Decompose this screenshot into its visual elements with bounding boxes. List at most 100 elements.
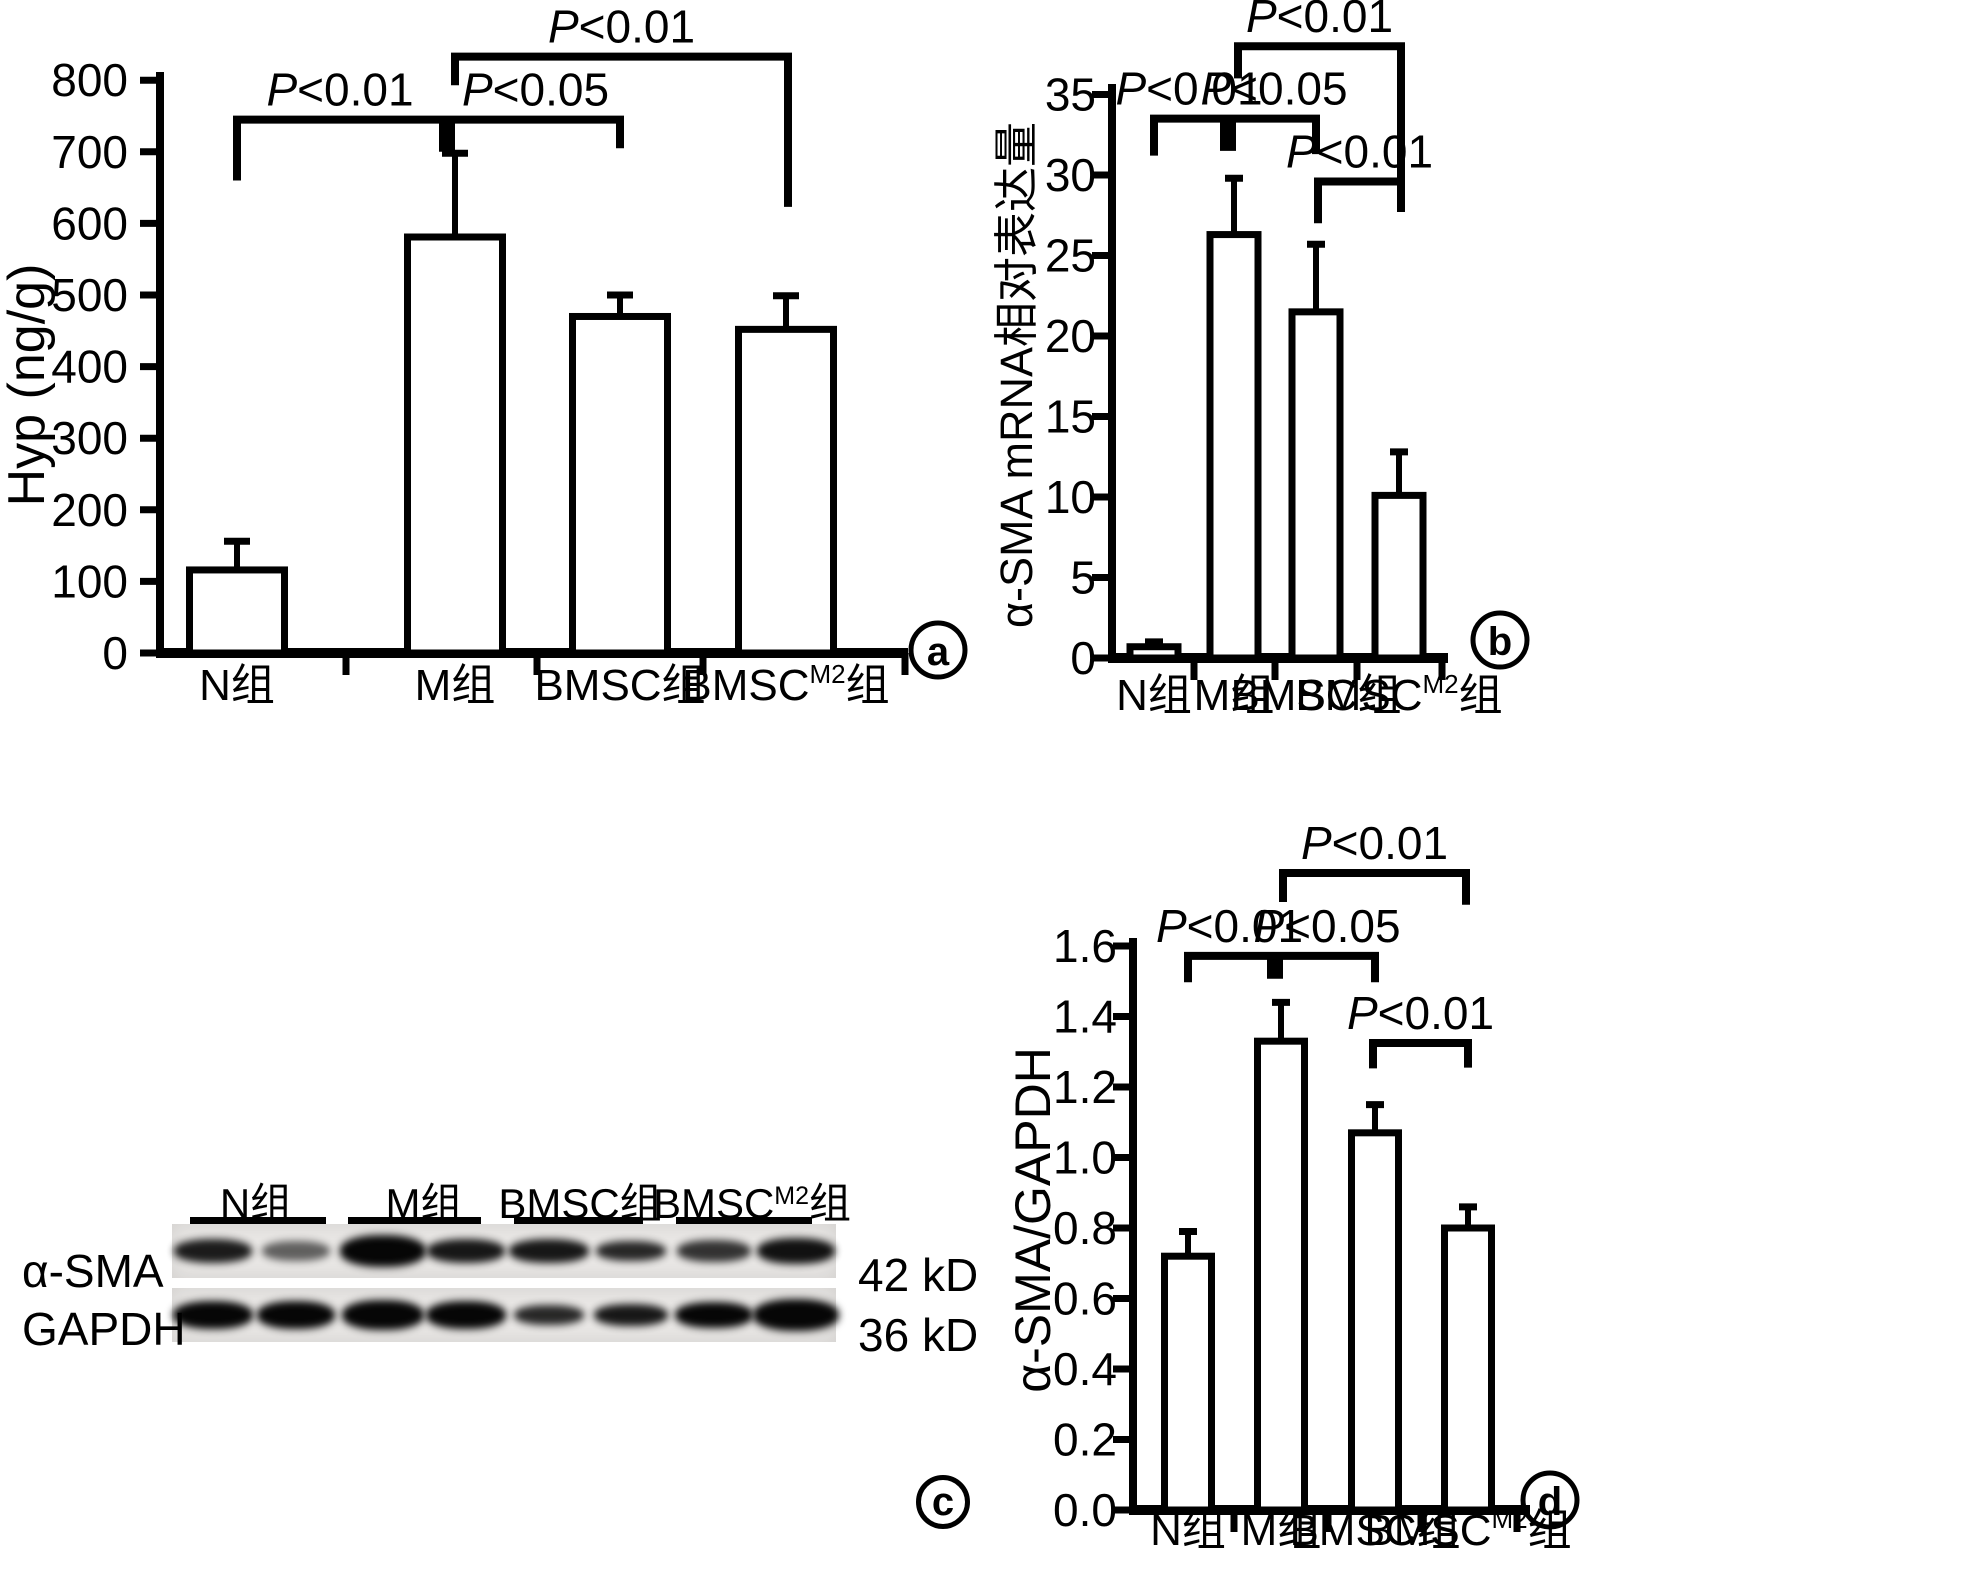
bar-0	[186, 566, 288, 657]
sig-bracket-1	[1275, 951, 1379, 983]
x-category-label-3: BMSCM2组	[682, 659, 889, 710]
sig-label-2: P<0.01	[548, 1, 695, 53]
x-category-label-2: BMSC组	[1289, 1506, 1460, 1555]
sig-bracket-2	[1234, 42, 1405, 213]
blot-band-row0-lane3	[427, 1239, 505, 1263]
sig-label-3: P<0.01	[1347, 987, 1494, 1039]
blot-band-row0-lane2	[340, 1235, 426, 1267]
y-axis-title: α-SMA mRNA相对表达量	[991, 122, 1042, 628]
x-category-label-0: N组	[1116, 671, 1192, 720]
x-category-label-1: M组	[1194, 671, 1275, 720]
y-tick-label: 20	[1045, 310, 1096, 362]
sig-bracket-0	[1184, 951, 1275, 983]
y-tick-label: 35	[1045, 69, 1096, 121]
sig-label-2: P<0.01	[1246, 0, 1393, 42]
y-tick-label: 10	[1045, 471, 1096, 523]
y-tick-label: 0	[102, 627, 128, 679]
y-tick-label: 1.4	[1053, 991, 1117, 1043]
sig-bracket-1	[1228, 114, 1320, 155]
y-tick-label: 0.8	[1053, 1202, 1117, 1254]
panel-letter-c: c	[916, 1475, 970, 1529]
blot-band-row0-lane1	[262, 1241, 330, 1261]
blot-band-row0-lane7	[757, 1238, 835, 1264]
x-category-label-1: M组	[415, 661, 496, 710]
bar-0	[1161, 1252, 1215, 1514]
blot-strip-alpha-sma	[172, 1224, 836, 1278]
panel-letter-b: b	[1488, 620, 1512, 664]
y-axis-title: α-SMA/GAPDH	[1005, 1047, 1061, 1393]
sig-label-1: P<0.05	[1253, 900, 1400, 952]
blot-group-underline-3	[676, 1217, 812, 1225]
blot-band-row0-lane0	[174, 1239, 252, 1263]
sig-bracket-0	[1150, 114, 1228, 156]
y-axis-title: Hyp (ng/g)	[0, 264, 56, 507]
x-category-label-1: M组	[1241, 1506, 1322, 1555]
panel-letter-d: d	[1538, 1480, 1562, 1524]
panel-letter-circle-a	[908, 620, 968, 680]
bar-3	[735, 325, 837, 657]
blot-row-label-gapdh: GAPDH	[22, 1303, 186, 1355]
blot-band-row0-lane5	[596, 1241, 666, 1261]
sig-label-0: P<0.01	[266, 64, 413, 116]
blot-strip-gapdh	[172, 1288, 839, 1342]
blot-band-row1-lane2	[342, 1300, 424, 1330]
bar-1	[404, 233, 506, 657]
y-tick-label: 25	[1045, 230, 1096, 282]
sig-label-3: P<0.01	[1286, 125, 1433, 177]
sig-label-0: P<0.01	[1156, 900, 1303, 952]
blot-band-row1-lane1	[257, 1301, 335, 1329]
y-tick-label: 700	[51, 126, 128, 178]
sig-label-2: P<0.01	[1301, 817, 1448, 869]
y-tick-label: 400	[51, 341, 128, 393]
panel-b-chart: 0 5 10 15 20 25 30 35α-SMA mRNA相对表达量 N组 M组BMSC组BM…	[991, 0, 1530, 720]
blot-group-underline-0	[190, 1217, 326, 1225]
y-tick-label: 100	[51, 555, 128, 607]
blot-band-row1-lane7	[753, 1299, 839, 1331]
y-tick-label: 0.2	[1053, 1414, 1117, 1466]
blot-group-underline-1	[348, 1217, 481, 1225]
y-tick-label: 1.0	[1053, 1132, 1117, 1184]
blot-band-row1-lane3	[426, 1301, 506, 1329]
x-category-label-3: BMSCM2组	[1295, 669, 1502, 720]
sig-bracket-3	[1369, 1038, 1472, 1069]
x-category-label-3: BMSCM2组	[1364, 1504, 1571, 1555]
sig-bracket-2	[451, 52, 792, 207]
panel-c-western-blot: N组 M组 BMSC组 BMSCM2组 α-SMA GAPDH 42 kD 36 kD…	[0, 1120, 1010, 1595]
bar-3	[1441, 1224, 1495, 1514]
bar-1	[1254, 1037, 1308, 1514]
y-tick-label: 0.0	[1053, 1484, 1117, 1536]
y-tick-label: 200	[51, 484, 128, 536]
panel-letter-circle-b	[1470, 610, 1530, 670]
y-tick-label: 0.4	[1053, 1343, 1117, 1395]
bar-1	[1206, 231, 1262, 662]
bar-0	[1126, 643, 1182, 662]
y-tick-label: 300	[51, 412, 128, 464]
y-tick-label: 600	[51, 197, 128, 249]
blot-weight-label-42kd: 42 kD	[858, 1249, 979, 1301]
y-tick-label: 800	[51, 54, 128, 106]
x-category-label-0: N组	[1150, 1506, 1226, 1555]
y-tick-label: 0.6	[1053, 1273, 1117, 1325]
bar-2	[569, 312, 671, 657]
panel-d-chart: 0.0 0.2 0.4 0.6 0.8 1.0 1.2 1.4 1.6 α-SMA/GAPDH N组…	[1005, 817, 1580, 1555]
sig-bracket-2	[1279, 869, 1470, 905]
y-tick-label: 1.6	[1053, 920, 1117, 972]
y-tick-label: 5	[1070, 552, 1096, 604]
blot-weight-label-36kd: 36 kD	[858, 1309, 979, 1361]
blot-band-row0-lane4	[509, 1239, 589, 1263]
sig-bracket-0	[233, 115, 447, 181]
x-category-label-0: N组	[199, 661, 275, 710]
blot-band-row1-lane6	[675, 1302, 753, 1328]
bar-3	[1371, 491, 1427, 662]
y-tick-label: 500	[51, 269, 128, 321]
x-category-label-2: BMSC组	[534, 661, 705, 710]
panel-a-chart: 0 100 200 300 400 500 600 700 800 Hyp (ng/g) N组 M组 B…	[0, 1, 968, 710]
sig-bracket-3	[1314, 177, 1405, 224]
sig-label-0: P<0.01	[1115, 63, 1262, 115]
panel-letter-circle-d	[1520, 1470, 1580, 1530]
bar-2	[1348, 1129, 1402, 1514]
blot-band-row1-lane4	[514, 1305, 584, 1325]
x-category-label-2: BMSC组	[1230, 671, 1401, 720]
blot-row-label-alpha-sma: α-SMA	[22, 1245, 164, 1297]
